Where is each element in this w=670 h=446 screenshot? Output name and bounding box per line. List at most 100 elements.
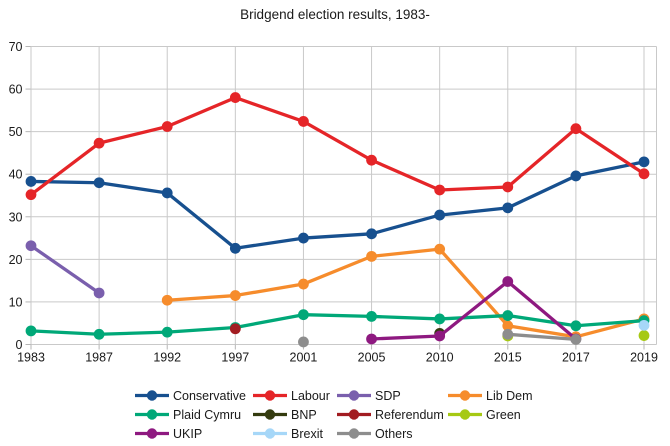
x-axis-label: 2010: [426, 351, 454, 365]
data-point: [25, 189, 37, 201]
series-sdp: [30, 244, 101, 295]
data-point: [638, 319, 650, 331]
series-line: [167, 247, 645, 339]
series-plaid-cymru: [30, 313, 645, 336]
legend-marker-icon: [253, 390, 287, 401]
data-point: [161, 294, 173, 306]
legend-marker-icon: [135, 428, 169, 439]
data-point: [502, 310, 514, 321]
series-ukip: [371, 279, 577, 341]
data-point: [161, 121, 173, 132]
legend-marker-icon: [337, 409, 371, 420]
legend-marker-icon: [253, 409, 287, 420]
x-axis-label: 1987: [85, 351, 113, 365]
data-point: [638, 168, 650, 180]
data-point: [25, 325, 37, 337]
series-line: [30, 160, 645, 250]
data-point: [161, 326, 173, 338]
legend-item-plaid-cymru: Plaid Cymru: [135, 408, 253, 422]
legend: Conservative Labour SDP Lib Dem Plaid Cymru B…: [0, 386, 670, 443]
data-point: [298, 278, 309, 290]
data-point: [366, 154, 377, 166]
x-axis-label: 1992: [153, 351, 181, 365]
data-point: [93, 328, 105, 340]
legend-marker-icon: [448, 409, 482, 420]
data-point: [229, 242, 241, 254]
chart-title: Bridgend election results, 1983-: [240, 7, 430, 22]
data-point: [502, 276, 514, 287]
data-point: [502, 320, 514, 332]
data-point: [93, 137, 105, 149]
data-point: [93, 177, 105, 189]
data-point: [93, 287, 105, 299]
data-point: [298, 309, 309, 321]
series-line: [30, 95, 645, 196]
legend-marker-icon: [337, 390, 371, 401]
legend-label: Referendum: [375, 407, 444, 422]
series-labour: [30, 95, 645, 196]
y-axis-label: 50: [9, 125, 23, 139]
legend-item-referendum: Referendum: [337, 408, 448, 422]
x-axis-label: 2005: [358, 351, 386, 365]
data-point: [229, 92, 241, 103]
legend-label: Conservative: [173, 388, 246, 403]
y-axis-label: 60: [9, 83, 23, 97]
legend-row: UKIP Brexit Others: [0, 424, 670, 443]
data-point: [298, 336, 309, 348]
legend-row: Plaid Cymru BNP Referendum Green: [0, 405, 670, 424]
legend-label: Labour: [291, 388, 330, 403]
x-axis-label: 1983: [17, 351, 45, 365]
legend-label: Green: [486, 407, 521, 422]
data-point: [25, 240, 37, 252]
x-axis-label: 2019: [630, 351, 658, 365]
x-axis-label: 2001: [290, 351, 318, 365]
x-axis-label: 2017: [562, 351, 590, 365]
legend-marker-icon: [135, 409, 169, 420]
data-point: [570, 123, 582, 135]
series-conservative: [30, 160, 645, 250]
legend-label: UKIP: [173, 426, 203, 441]
data-point: [366, 228, 377, 240]
y-axis-label: 10: [9, 295, 23, 309]
legend-marker-icon: [448, 390, 482, 401]
legend-item-labour: Labour: [253, 389, 337, 403]
data-point: [298, 116, 309, 127]
series-line: [371, 279, 577, 341]
legend-item-green: Green: [448, 408, 578, 422]
legend-item-sdp: SDP: [337, 389, 448, 403]
x-axis-label: 1997: [221, 351, 249, 365]
legend-item-brexit: Brexit: [253, 427, 337, 441]
legend-item-others: Others: [337, 427, 448, 441]
legend-label: Brexit: [291, 426, 323, 441]
y-axis-label: 30: [9, 210, 23, 224]
data-point: [570, 333, 582, 345]
series-others: [507, 332, 577, 342]
data-point: [434, 184, 446, 196]
data-point: [434, 209, 446, 221]
legend-label: Others: [375, 426, 413, 441]
series-line: [30, 313, 645, 336]
legend-label: Plaid Cymru: [173, 407, 242, 422]
data-point: [366, 333, 377, 345]
series-lib-dem: [167, 247, 645, 339]
data-point: [229, 323, 241, 335]
data-point: [502, 328, 514, 340]
data-point: [229, 290, 241, 301]
legend-marker-icon: [337, 428, 371, 439]
legend-label: Lib Dem: [486, 388, 533, 403]
data-point: [502, 181, 514, 193]
data-point: [570, 320, 582, 332]
legend-item-bnp: BNP: [253, 408, 337, 422]
legend-marker-icon: [135, 390, 169, 401]
data-point: [366, 250, 377, 262]
y-axis-label: 70: [9, 40, 23, 54]
data-point: [502, 202, 514, 214]
data-point: [638, 156, 650, 168]
data-point: [161, 187, 173, 199]
data-point: [298, 232, 309, 244]
legend-item-lib-dem: Lib Dem: [448, 389, 578, 403]
data-point: [434, 313, 446, 325]
y-axis-label: 40: [9, 168, 23, 182]
